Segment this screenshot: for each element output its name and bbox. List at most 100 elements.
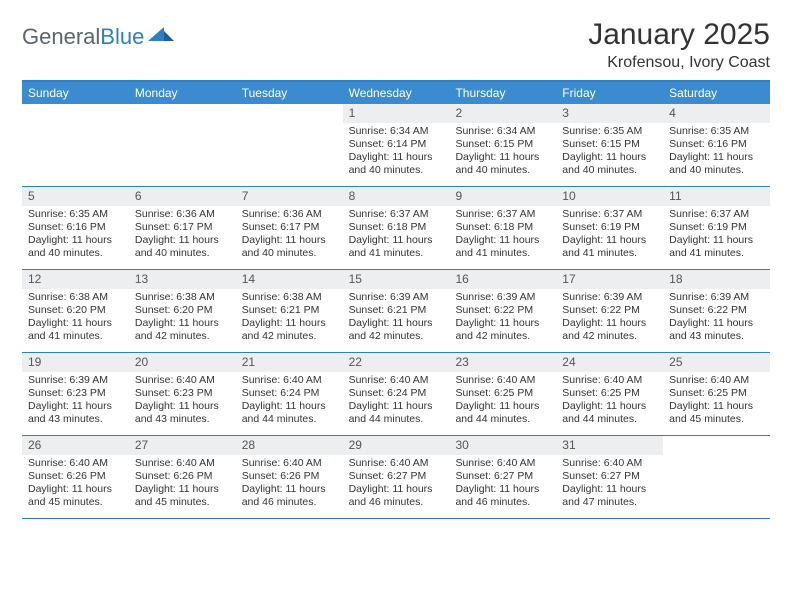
daylight-line: Daylight: 11 hours and 45 minutes. (669, 400, 764, 426)
daylight-line: Daylight: 11 hours and 40 minutes. (135, 234, 230, 260)
day-details: Sunrise: 6:39 AMSunset: 6:22 PMDaylight:… (663, 291, 770, 344)
sunrise-line: Sunrise: 6:38 AM (135, 291, 230, 304)
calendar-page: GeneralBlue January 2025 Krofensou, Ivor… (0, 0, 792, 529)
daylight-line: Daylight: 11 hours and 42 minutes. (135, 317, 230, 343)
sunset-line: Sunset: 6:25 PM (455, 387, 550, 400)
sunrise-line: Sunrise: 6:37 AM (669, 208, 764, 221)
day-cell: 9Sunrise: 6:37 AMSunset: 6:18 PMDaylight… (449, 187, 556, 269)
day-cell: 3 Sunrise: 6:35 AMSunset: 6:15 PMDaylight… (556, 104, 663, 186)
day-cell: 2Sunrise: 6:34 AMSunset: 6:15 PMDaylight… (449, 104, 556, 186)
day-cell: 8 Sunrise: 6:37 AMSunset: 6:18 PMDaylight… (343, 187, 450, 269)
daylight-line: Daylight: 11 hours and 45 minutes. (28, 483, 123, 509)
sunrise-line: Sunrise: 6:40 AM (242, 457, 337, 470)
day-number: 22 (343, 353, 450, 372)
day-cell: 26Sunrise: 6:40 AMSunset: 6:26 PMDayligh… (22, 436, 129, 518)
daylight-line: Daylight: 11 hours and 41 minutes. (669, 234, 764, 260)
sunset-line: Sunset: 6:26 PM (28, 470, 123, 483)
sunset-line: Sunset: 6:23 PM (135, 387, 230, 400)
day-number: 23 (449, 353, 556, 372)
daylight-line: Daylight: 11 hours and 46 minutes. (349, 483, 444, 509)
day-cell: 6Sunrise: 6:36 AMSunset: 6:17 PMDaylight… (129, 187, 236, 269)
sunrise-line: Sunrise: 6:37 AM (349, 208, 444, 221)
sunset-line: Sunset: 6:21 PM (242, 304, 337, 317)
sunset-line: Sunset: 6:17 PM (135, 221, 230, 234)
day-number: 8 (343, 187, 450, 206)
sunset-line: Sunset: 6:25 PM (669, 387, 764, 400)
daylight-line: Daylight: 11 hours and 42 minutes. (242, 317, 337, 343)
day-details: Sunrise: 6:38 AMSunset: 6:20 PMDaylight:… (129, 291, 236, 344)
logo: GeneralBlue (22, 18, 174, 50)
logo-word-1: General (22, 24, 100, 49)
sunset-line: Sunset: 6:16 PM (669, 138, 764, 151)
sunrise-line: Sunrise: 6:40 AM (242, 374, 337, 387)
day-cell: 27Sunrise: 6:40 AMSunset: 6:26 PMDayligh… (129, 436, 236, 518)
day-number: 31 (556, 436, 663, 455)
daylight-line: Daylight: 11 hours and 43 minutes. (28, 400, 123, 426)
daylight-line: Daylight: 11 hours and 41 minutes. (28, 317, 123, 343)
day-cell: 28Sunrise: 6:40 AMSunset: 6:26 PMDayligh… (236, 436, 343, 518)
page-header: GeneralBlue January 2025 Krofensou, Ivor… (22, 18, 770, 72)
daylight-line: Daylight: 11 hours and 43 minutes. (669, 317, 764, 343)
day-number: 14 (236, 270, 343, 289)
sunset-line: Sunset: 6:22 PM (669, 304, 764, 317)
day-details: Sunrise: 6:40 AMSunset: 6:26 PMDaylight:… (22, 457, 129, 510)
sunrise-line: Sunrise: 6:38 AM (28, 291, 123, 304)
day-details: Sunrise: 6:40 AMSunset: 6:25 PMDaylight:… (449, 374, 556, 427)
sunset-line: Sunset: 6:21 PM (349, 304, 444, 317)
day-number: 3 (556, 104, 663, 123)
day-details: Sunrise: 6:35 AMSunset: 6:16 PMDaylight:… (663, 125, 770, 178)
sunset-line: Sunset: 6:27 PM (455, 470, 550, 483)
day-details: Sunrise: 6:40 AMSunset: 6:23 PMDaylight:… (129, 374, 236, 427)
day-cell: 24Sunrise: 6:40 AMSunset: 6:25 PMDayligh… (556, 353, 663, 435)
day-number: 30 (449, 436, 556, 455)
day-cell: 13Sunrise: 6:38 AMSunset: 6:20 PMDayligh… (129, 270, 236, 352)
title-block: January 2025 Krofensou, Ivory Coast (588, 18, 770, 72)
day-details: Sunrise: 6:40 AMSunset: 6:24 PMDaylight:… (236, 374, 343, 427)
daylight-line: Daylight: 11 hours and 42 minutes. (455, 317, 550, 343)
month-title: January 2025 (588, 18, 770, 52)
day-details: Sunrise: 6:35 AMSunset: 6:16 PMDaylight:… (22, 208, 129, 261)
sunrise-line: Sunrise: 6:39 AM (562, 291, 657, 304)
day-details: Sunrise: 6:37 AMSunset: 6:18 PMDaylight:… (343, 208, 450, 261)
weeks-container: 1Sunrise: 6:34 AMSunset: 6:14 PMDaylight… (22, 104, 770, 519)
day-details: Sunrise: 6:37 AMSunset: 6:18 PMDaylight:… (449, 208, 556, 261)
day-cell (663, 436, 770, 518)
daylight-line: Daylight: 11 hours and 42 minutes. (562, 317, 657, 343)
day-cell: 20Sunrise: 6:40 AMSunset: 6:23 PMDayligh… (129, 353, 236, 435)
daylight-line: Daylight: 11 hours and 46 minutes. (455, 483, 550, 509)
day-cell: 7Sunrise: 6:36 AMSunset: 6:17 PMDaylight… (236, 187, 343, 269)
daylight-line: Daylight: 11 hours and 45 minutes. (135, 483, 230, 509)
day-cell (236, 104, 343, 186)
day-number: 5 (22, 187, 129, 206)
day-details: Sunrise: 6:40 AMSunset: 6:27 PMDaylight:… (449, 457, 556, 510)
day-cell: 5 Sunrise: 6:35 AMSunset: 6:16 PMDaylight… (22, 187, 129, 269)
day-number: 16 (449, 270, 556, 289)
day-cell: 30 Sunrise: 6:40 AMSunset: 6:27 PMDayligh… (449, 436, 556, 518)
day-cell: 16Sunrise: 6:39 AMSunset: 6:22 PMDayligh… (449, 270, 556, 352)
day-number: 24 (556, 353, 663, 372)
day-details: Sunrise: 6:38 AMSunset: 6:20 PMDaylight:… (22, 291, 129, 344)
day-cell: 12Sunrise: 6:38 AMSunset: 6:20 PMDayligh… (22, 270, 129, 352)
day-number: 28 (236, 436, 343, 455)
daylight-line: Daylight: 11 hours and 40 minutes. (349, 151, 444, 177)
sunset-line: Sunset: 6:18 PM (349, 221, 444, 234)
sunrise-line: Sunrise: 6:35 AM (28, 208, 123, 221)
day-number: 15 (343, 270, 450, 289)
week-row: 12Sunrise: 6:38 AMSunset: 6:20 PMDayligh… (22, 270, 770, 353)
sunset-line: Sunset: 6:26 PM (135, 470, 230, 483)
dow-sun: Sunday (22, 82, 129, 104)
day-number: 18 (663, 270, 770, 289)
sunrise-line: Sunrise: 6:40 AM (135, 374, 230, 387)
day-cell: 4Sunrise: 6:35 AMSunset: 6:16 PMDaylight… (663, 104, 770, 186)
sunrise-line: Sunrise: 6:40 AM (562, 374, 657, 387)
week-row: 1Sunrise: 6:34 AMSunset: 6:14 PMDaylight… (22, 104, 770, 187)
sunrise-line: Sunrise: 6:40 AM (135, 457, 230, 470)
day-cell: 31Sunrise: 6:40 AMSunset: 6:27 PMDayligh… (556, 436, 663, 518)
sunrise-line: Sunrise: 6:37 AM (562, 208, 657, 221)
day-number: 6 (129, 187, 236, 206)
sunrise-line: Sunrise: 6:35 AM (669, 125, 764, 138)
day-cell: 22Sunrise: 6:40 AMSunset: 6:24 PMDayligh… (343, 353, 450, 435)
day-details: Sunrise: 6:35 AMSunset: 6:15 PMDaylight:… (556, 125, 663, 178)
day-details: Sunrise: 6:40 AMSunset: 6:26 PMDaylight:… (129, 457, 236, 510)
sunrise-line: Sunrise: 6:34 AM (455, 125, 550, 138)
